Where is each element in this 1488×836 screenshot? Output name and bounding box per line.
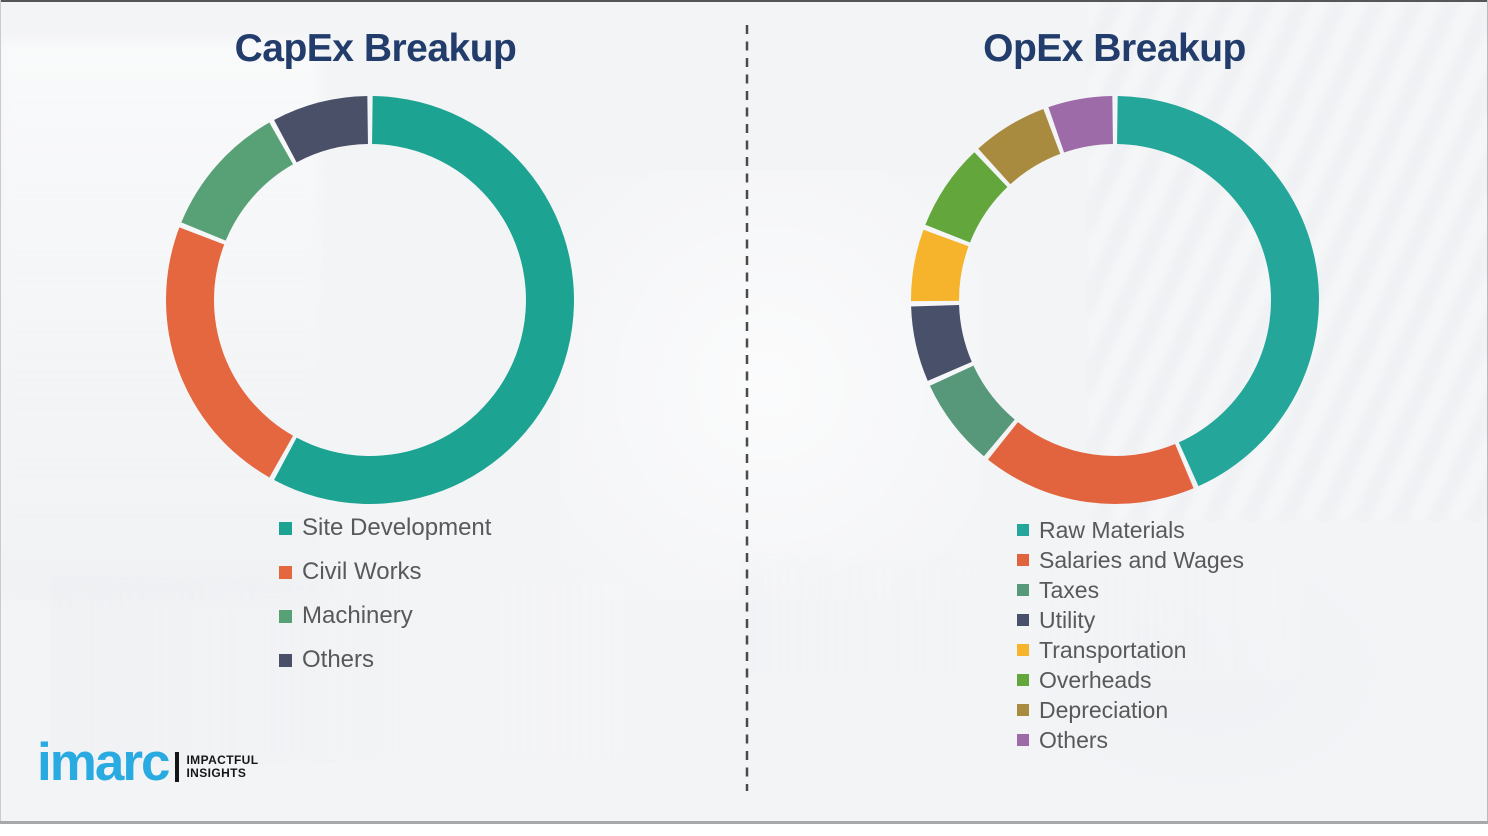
donut-segment-overheads: [925, 152, 1008, 243]
legend-item-utility: Utility: [1017, 605, 1244, 635]
legend-label-others: Others: [1039, 726, 1109, 753]
frame-border-top: [0, 0, 1488, 2]
legend-item-others: Others: [279, 638, 491, 682]
legend-marker-raw-materials: [1017, 524, 1029, 536]
frame-border-left: [0, 0, 1, 836]
capex-donut-chart: [166, 96, 574, 505]
donut-segment-others: [274, 96, 368, 163]
bottom-white-strip: [0, 824, 1488, 836]
donut-segment-salaries-and-wages: [988, 422, 1194, 505]
legend-marker-machinery: [279, 609, 292, 623]
legend-item-overheads: Overheads: [1017, 665, 1244, 695]
imarc-logo-tagline: IMPACTFUL INSIGHTS: [186, 752, 259, 780]
legend-marker-transportation: [1017, 644, 1029, 656]
donut-segment-others: [1048, 96, 1113, 153]
legend-label-others: Others: [302, 646, 375, 673]
imarc-tagline-line1: IMPACTFUL: [186, 752, 259, 767]
legend-item-transportation: Transportation: [1017, 635, 1244, 665]
legend-label-transportation: Transportation: [1039, 636, 1187, 663]
legend-marker-salaries-and-wages: [1017, 554, 1029, 566]
legend-marker-depreciation: [1017, 704, 1029, 716]
legend-label-civil-works: Civil Works: [302, 558, 422, 585]
legend-item-taxes: Taxes: [1017, 575, 1244, 605]
legend-marker-overheads: [1017, 674, 1029, 686]
capex-legend: Site Development Civil Works Machinery Othe…: [279, 506, 491, 682]
legend-label-machinery: Machinery: [302, 602, 413, 629]
legend-marker-others: [1017, 734, 1029, 746]
imarc-tagline-line2: INSIGHTS: [186, 765, 247, 780]
imarc-logo-wordmark: imarc: [37, 733, 170, 792]
imarc-logo: imarc IMPACTFUL INSIGHTS: [37, 736, 258, 789]
legend-item-raw-materials: Raw Materials: [1017, 515, 1244, 545]
legend-label-raw-materials: Raw Materials: [1039, 516, 1185, 543]
donut-segment-utility: [911, 304, 972, 381]
imarc-logo-divider-bar: [175, 751, 180, 782]
donut-segment-civil-works: [166, 227, 294, 478]
legend-marker-taxes: [1017, 584, 1029, 596]
donut-segment-machinery: [181, 122, 294, 241]
legend-label-overheads: Overheads: [1039, 666, 1152, 693]
legend-item-salaries-and-wages: Salaries and Wages: [1017, 545, 1244, 575]
legend-label-site-development: Site Development: [302, 514, 492, 541]
legend-marker-utility: [1017, 614, 1029, 626]
legend-item-site-development: Site Development: [279, 506, 491, 550]
legend-item-civil-works: Civil Works: [279, 550, 491, 594]
capex-chart-title: CapEx Breakup: [234, 27, 517, 70]
opex-donut-chart: [910, 96, 1320, 505]
legend-label-salaries-and-wages: Salaries and Wages: [1039, 546, 1244, 573]
legend-marker-civil-works: [279, 565, 292, 579]
legend-label-depreciation: Depreciation: [1039, 696, 1169, 723]
donut-segment-taxes: [929, 365, 1015, 457]
opex-chart-title: OpEx Breakup: [983, 27, 1246, 70]
legend-marker-site-development: [279, 521, 292, 535]
donut-segment-raw-materials: [1117, 96, 1320, 487]
legend-item-machinery: Machinery: [279, 594, 491, 638]
legend-label-utility: Utility: [1039, 606, 1096, 633]
bottom-horizontal-rule: [0, 821, 1488, 824]
donut-segment-transportation: [910, 229, 969, 302]
legend-item-others: Others: [1017, 725, 1244, 755]
legend-marker-others: [279, 653, 292, 667]
legend-item-depreciation: Depreciation: [1017, 695, 1244, 725]
legend-label-taxes: Taxes: [1039, 576, 1100, 603]
section-divider-dashed-line: [745, 25, 749, 791]
donut-segment-site-development: [274, 96, 574, 505]
donut-segment-depreciation: [978, 108, 1061, 185]
opex-legend: Raw Materials Salaries and Wages Taxes Util…: [1017, 515, 1244, 755]
